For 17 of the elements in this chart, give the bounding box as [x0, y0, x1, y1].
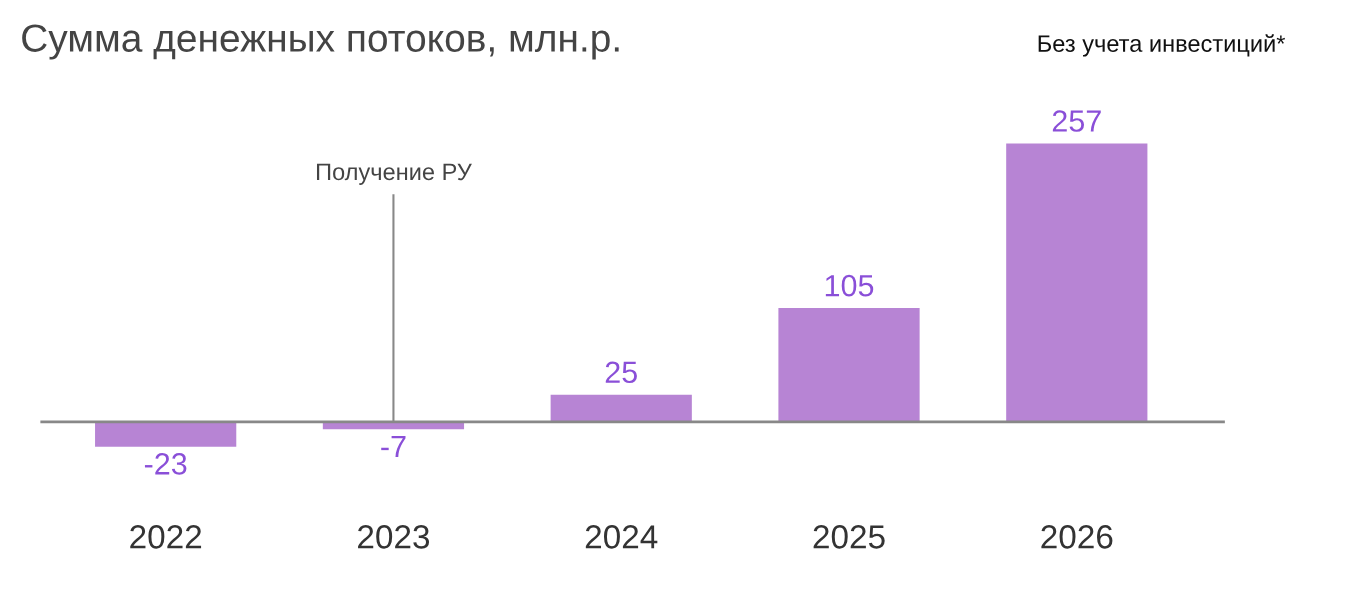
data-label: -7	[381, 436, 406, 458]
x-tick-label: 2025	[813, 525, 885, 549]
bar	[1006, 143, 1148, 422]
x-tick-label: 2024	[585, 525, 658, 549]
x-tick-label: 2022	[130, 525, 202, 549]
x-tick-label: 2026	[1041, 525, 1113, 549]
data-label: 25	[605, 361, 637, 384]
chart-subtitle: Без учета инвестиций*	[1038, 34, 1286, 57]
data-label: -23	[144, 453, 187, 475]
bar	[95, 421, 237, 447]
data-label: 105	[825, 274, 874, 297]
chart-title: Сумма денежных потоков, млн.р.	[22, 24, 619, 60]
ref-line-label: Получение РУ	[317, 163, 472, 185]
x-tick-label: 2023	[358, 525, 430, 549]
data-label: 257	[1052, 110, 1101, 132]
bar	[778, 308, 920, 422]
bar	[550, 394, 692, 422]
